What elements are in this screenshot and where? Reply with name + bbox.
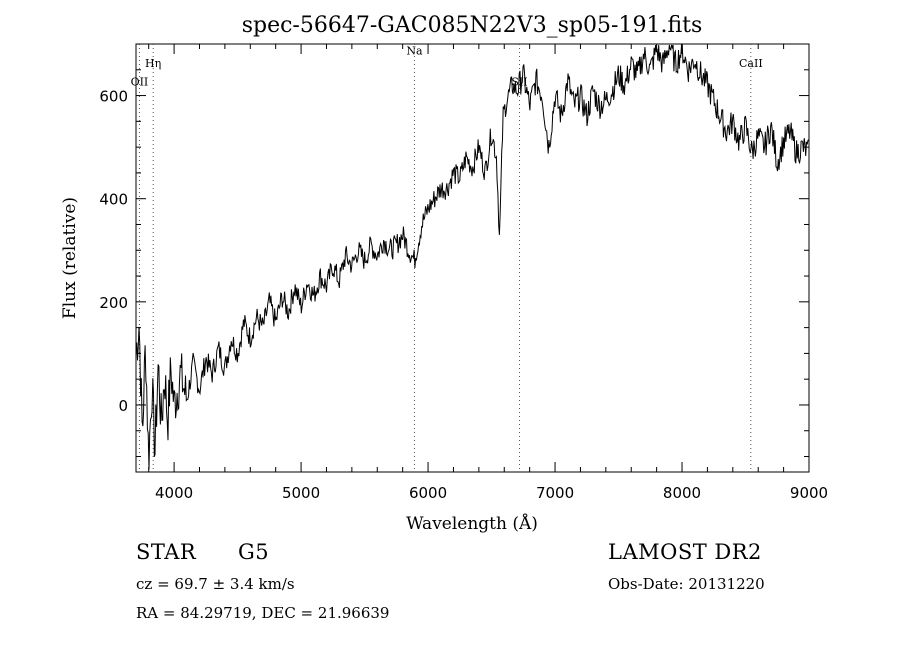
plot-frame	[135, 43, 810, 473]
y-tick-label: 200	[99, 294, 128, 312]
coordinates: RA = 84.29719, DEC = 21.96639	[136, 604, 390, 622]
chart-title: spec-56647-GAC085N22V3_sp05-191.fits	[242, 13, 703, 38]
y-tick-label: 600	[99, 88, 128, 106]
y-tick-label: 400	[99, 191, 128, 209]
y-tick-label: 0	[118, 397, 128, 415]
spectral-line-label: OII	[131, 75, 149, 88]
x-tick-label: 7000	[536, 484, 574, 502]
spectral-line-label: Hη	[145, 57, 161, 70]
object-type: STAR	[136, 540, 197, 564]
y-axis-label: Flux (relative)	[60, 197, 80, 319]
spectral-line-label: CaII	[739, 57, 763, 70]
x-axis: 4000 5000 6000 7000 8000 9000	[148, 44, 828, 502]
subclass: G5	[238, 540, 270, 564]
x-tick-label: 9000	[790, 484, 828, 502]
survey-name: LAMOST DR2	[608, 540, 762, 564]
x-tick-label: 8000	[663, 484, 701, 502]
spectral-line-label: Na	[406, 44, 423, 57]
redshift-velocity: cz = 69.7 ± 3.4 km/s	[136, 575, 295, 593]
x-axis-label: Wavelength (Å)	[406, 513, 538, 534]
x-tick-label: 6000	[409, 484, 447, 502]
y-axis: 0 200 400 600	[99, 43, 809, 458]
obs-date: Obs-Date: 20131220	[608, 575, 765, 593]
x-tick-label: 4000	[155, 484, 193, 502]
x-tick-label: 5000	[282, 484, 320, 502]
spectrum-line	[135, 44, 809, 470]
